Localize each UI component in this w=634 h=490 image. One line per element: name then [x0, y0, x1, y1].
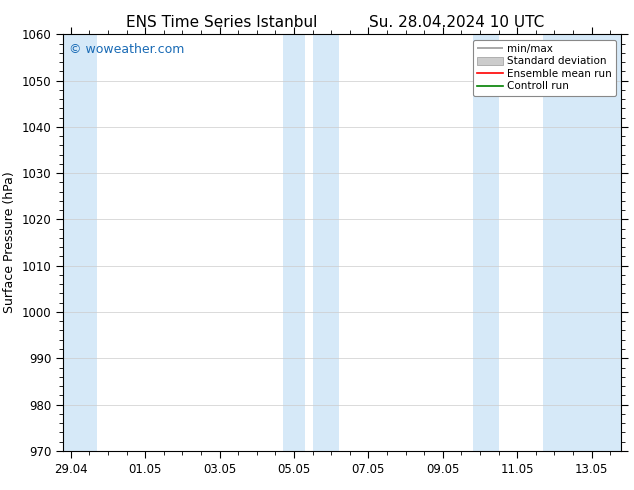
Legend: min/max, Standard deviation, Ensemble mean run, Controll run: min/max, Standard deviation, Ensemble me… [473, 40, 616, 96]
Bar [283, 34, 305, 451]
Bar [543, 34, 621, 451]
Bar [313, 34, 339, 451]
Y-axis label: Surface Pressure (hPa): Surface Pressure (hPa) [3, 172, 16, 314]
Bar [63, 34, 97, 451]
Text: © woweather.com: © woweather.com [69, 43, 184, 56]
Text: Su. 28.04.2024 10 UTC: Su. 28.04.2024 10 UTC [369, 15, 544, 30]
Text: ENS Time Series Istanbul: ENS Time Series Istanbul [126, 15, 318, 30]
Bar [472, 34, 498, 451]
